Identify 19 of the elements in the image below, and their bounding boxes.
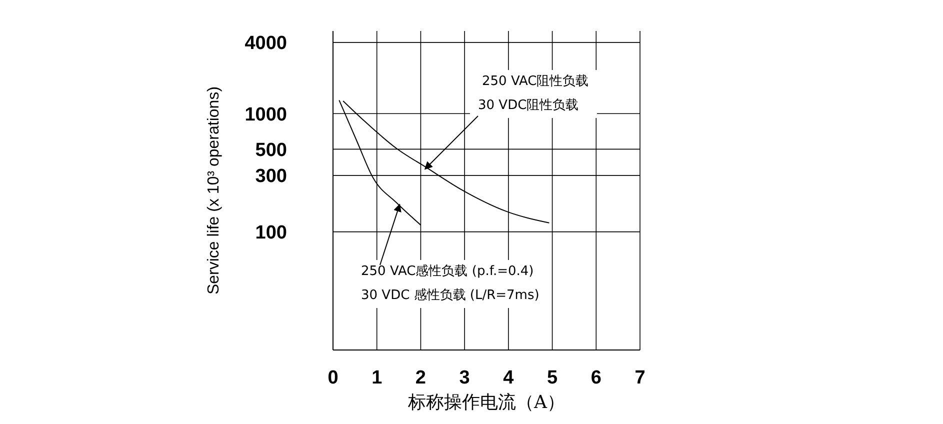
y-tick-label: 1000 <box>244 104 287 126</box>
y-tick-label: 300 <box>255 166 287 188</box>
annotation: 30 VDC 感性负载 (L/R=7ms) <box>361 287 540 305</box>
y-tick-label: 100 <box>255 222 287 244</box>
x-tick-label: 5 <box>546 367 558 388</box>
annotation: 30 VDC阻性负载 <box>478 97 580 115</box>
x-tick-label: 7 <box>634 367 646 388</box>
x-tick-label: 0 <box>328 367 338 388</box>
x-tick-label: 3 <box>459 367 470 388</box>
x-tick-label: 1 <box>372 367 383 388</box>
x-tick-label: 2 <box>415 367 426 388</box>
annotation: 250 VAC感性负载 (p.f.=0.4) <box>361 263 535 281</box>
y-tick-label: 4000 <box>244 33 287 54</box>
annotation: 250 VAC阻性负载 <box>481 73 589 91</box>
y-axis-title: Service life (x 10³ operations) <box>206 86 223 295</box>
y-tick-label: 500 <box>255 140 287 161</box>
x-tick-label: 6 <box>590 367 602 388</box>
x-tick-label: 4 <box>503 367 514 388</box>
x-axis-title: 标称操作电流（A） <box>407 391 566 414</box>
